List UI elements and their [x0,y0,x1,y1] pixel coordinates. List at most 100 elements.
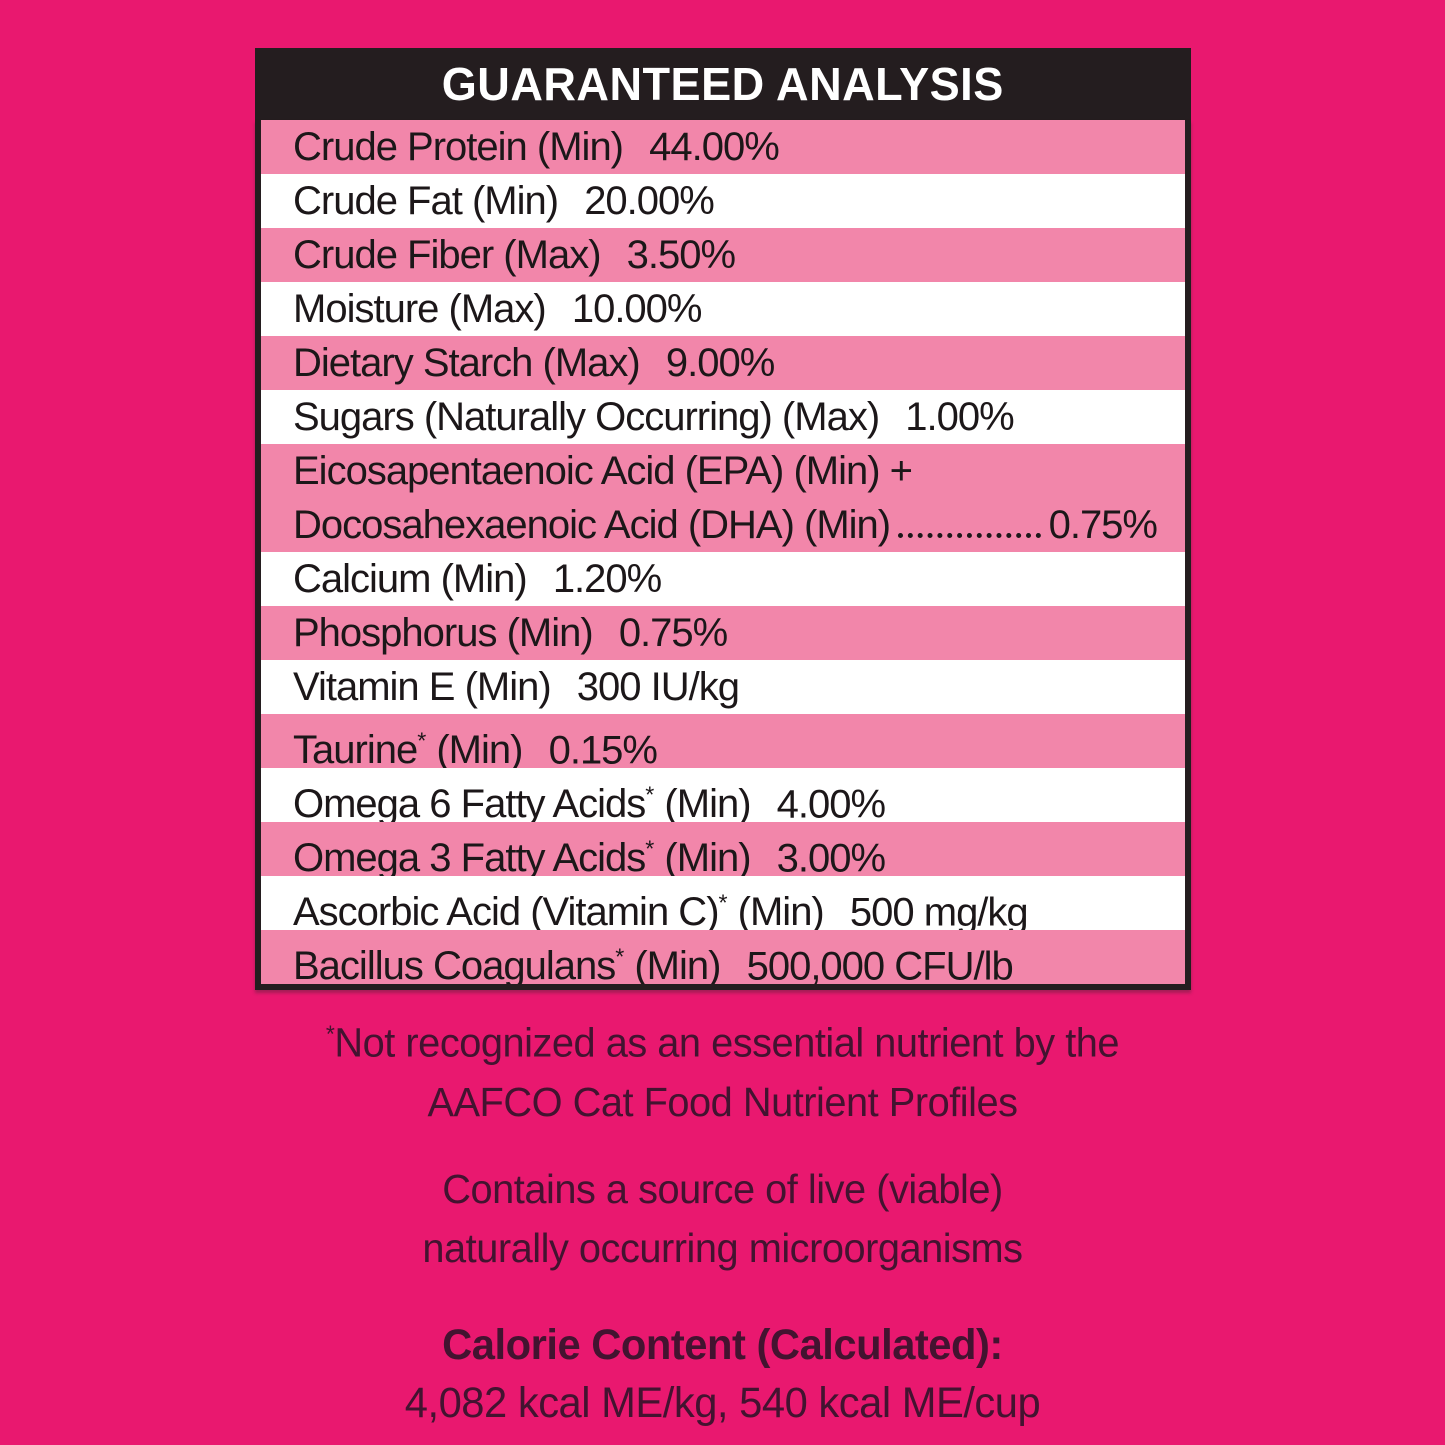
row-label: Vitamin E (Min) [293,665,552,709]
row-main-line: Bacillus Coagulans* (Min) 500,000 CFU/lb [293,930,1014,984]
row-label: Phosphorus (Min) [293,611,594,655]
row-label-wrap: Calcium (Min) [293,557,528,601]
row-label: Calcium (Min) [293,557,528,601]
footnote-line-1: *Not recognized as an essential nutrient… [22,1005,1424,1073]
row-value: 3.50% [626,233,736,277]
row-label: Docosahexaenoic Acid (DHA) (Min) [293,503,891,547]
table-row: Sugars (Naturally Occurring) (Max) 1.00% [261,390,1185,444]
footnote-line-2: AAFCO Cat Food Nutrient Profiles [427,1078,1018,1125]
row-line1-wrap: Eicosapentaenoic Acid (EPA) (Min) + [293,444,1157,498]
row-value: 20.00% [584,179,715,223]
table-header-band: GUARANTEED ANALYSIS [255,48,1191,120]
asterisk-superscript: * [615,944,625,970]
row-label-wrap: Omega 3 Fatty Acids* (Min) [293,836,752,876]
row-label-wrap: Sugars (Naturally Occurring) (Max) [293,395,880,439]
asterisk-superscript: * [417,728,427,754]
row-main-line: Taurine* (Min) 0.15% [293,714,658,768]
row-label: Omega 3 Fatty Acids [293,836,646,876]
row-value: 0.75% [618,611,728,655]
row-label-after: (Min) [654,782,751,822]
microorganisms-note: Contains a source of live (viable) natur… [0,1160,1445,1278]
row-label: Crude Fiber (Max) [293,233,602,277]
table-row: Crude Protein (Min) 44.00% [261,120,1185,174]
row-value: 1.20% [552,557,662,601]
micro-note-line-2: naturally occurring microorganisms [422,1225,1023,1271]
row-label-after: (Min) [654,836,751,876]
row-value: 9.00% [665,341,775,385]
table-title: GUARANTEED ANALYSIS [441,58,1005,110]
row-main-line: Docosahexaenoic Acid (DHA) (Min) 0.75% [293,498,1158,552]
table-row: Taurine* (Min) 0.15% [261,714,1185,768]
row-value: 0.75% [1048,503,1158,547]
row-main-line: Ascorbic Acid (Vitamin C)* (Min) 500 mg/… [293,876,1029,930]
row-value: 500,000 CFU/lb [746,944,1014,984]
table-row: Dietary Starch (Max) 9.00% [261,336,1185,390]
row-label-wrap: Ascorbic Acid (Vitamin C)* (Min) [293,890,825,930]
table-row: Eicosapentaenoic Acid (EPA) (Min) + Doco… [261,444,1185,552]
row-label: Sugars (Naturally Occurring) (Max) [293,395,880,439]
row-value: 44.00% [649,125,780,169]
row-label-wrap: Moisture (Max) [293,287,547,331]
table-row: Bacillus Coagulans* (Min) 500,000 CFU/lb [261,930,1185,984]
row-main-line: Moisture (Max) 10.00% [293,282,702,336]
row-value: 500 mg/kg [849,890,1029,930]
calorie-content-values: 4,082 kcal ME/kg, 540 kcal ME/cup [404,1379,1041,1427]
row-value: 10.00% [571,287,703,331]
row-line1: Eicosapentaenoic Acid (EPA) (Min) + [293,449,913,493]
ga-table-body: Crude Protein (Min) 44.00% Crude Fat (Mi… [255,120,1191,990]
table-row: Crude Fiber (Max) 3.50% [261,228,1185,282]
row-label-after: (Min) [624,944,721,984]
row-main-line: Omega 6 Fatty Acids* (Min) 4.00% [293,768,886,822]
table-row: Calcium (Min) 1.20% [261,552,1185,606]
row-label: Taurine [293,728,418,768]
row-label-after: (Min) [426,728,523,768]
row-value: 0.15% [548,728,658,768]
row-label-wrap: Dietary Starch (Max) [293,341,641,385]
aafco-footnote: *Not recognized as an essential nutrient… [0,1005,1445,1132]
table-row: Omega 6 Fatty Acids* (Min) 4.00% [261,768,1185,822]
asterisk-superscript: * [645,782,655,808]
footnote-line-1-text: Not recognized as an essential nutrient … [334,1019,1120,1066]
row-label: Omega 6 Fatty Acids [293,782,646,822]
row-main-line: Dietary Starch (Max) 9.00% [293,336,775,390]
row-label-wrap: Taurine* (Min) [293,728,523,768]
row-label-wrap: Omega 6 Fatty Acids* (Min) [293,782,752,822]
row-label-wrap: Crude Fiber (Max) [293,233,602,277]
row-label-wrap: Crude Fat (Min) [293,179,559,223]
table-row: Moisture (Max) 10.00% [261,282,1185,336]
calorie-content-section: Calorie Content (Calculated): 4,082 kcal… [0,1316,1445,1432]
table-row: Crude Fat (Min) 20.00% [261,174,1185,228]
guaranteed-analysis-table: GUARANTEED ANALYSIS Crude Protein (Min) … [255,48,1191,990]
row-label-wrap: Vitamin E (Min) [293,665,552,709]
table-row: Phosphorus (Min) 0.75% [261,606,1185,660]
calorie-content-heading: Calorie Content (Calculated): [442,1321,1003,1369]
asterisk-superscript: * [718,890,728,916]
row-label: Crude Fat (Min) [293,179,559,223]
row-label: Dietary Starch (Max) [293,341,641,385]
row-value: 4.00% [776,782,886,822]
row-label-wrap: Phosphorus (Min) [293,611,594,655]
table-row: Ascorbic Acid (Vitamin C)* (Min) 500 mg/… [261,876,1185,930]
micro-note-line-1: Contains a source of live (viable) [442,1166,1003,1212]
row-main-line: Crude Protein (Min) 44.00% [293,120,780,174]
row-main-line: Crude Fat (Min) 20.00% [293,174,715,228]
row-value: 1.00% [905,395,1014,439]
row-label: Crude Protein (Min) [293,125,624,169]
row-label-after: (Min) [727,890,825,930]
row-value: 3.00% [776,836,886,876]
row-main-line: Phosphorus (Min) 0.75% [293,606,728,660]
row-main-line: Sugars (Naturally Occurring) (Max) 1.00% [293,390,1015,444]
asterisk-superscript: * [645,836,655,862]
row-label-wrap: Bacillus Coagulans* (Min) [293,944,721,984]
table-row: Vitamin E (Min) 300 IU/kg [261,660,1185,714]
row-label: Ascorbic Acid (Vitamin C) [293,890,720,930]
row-main-line: Omega 3 Fatty Acids* (Min) 3.00% [293,822,886,876]
asterisk-superscript: * [325,1021,335,1048]
row-label-wrap: Docosahexaenoic Acid (DHA) (Min) [293,498,891,552]
row-label-wrap: Crude Protein (Min) [293,125,624,169]
row-main-line: Calcium (Min) 1.20% [293,552,662,606]
row-main-line: Crude Fiber (Max) 3.50% [293,228,736,282]
row-label: Moisture (Max) [293,287,547,331]
dotted-leader [898,533,1041,538]
